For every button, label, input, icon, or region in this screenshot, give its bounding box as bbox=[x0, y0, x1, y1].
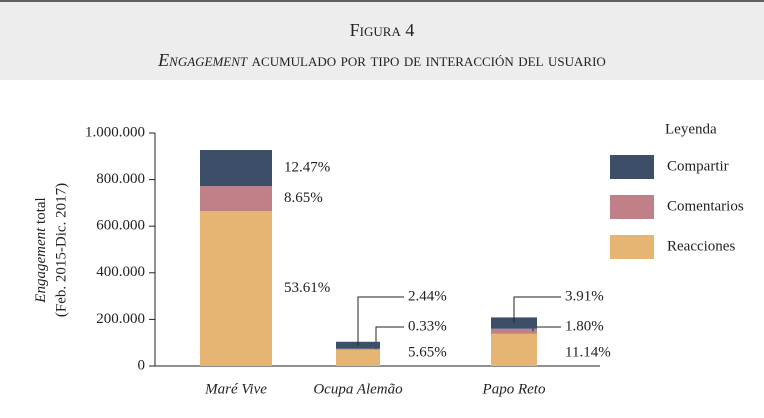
percent-label: 0.33% bbox=[408, 318, 447, 334]
ylabel-rest: total bbox=[33, 197, 49, 224]
bar-segment bbox=[491, 333, 537, 366]
percent-label: 3.91% bbox=[565, 288, 604, 304]
legend-swatch bbox=[610, 195, 654, 219]
leader-line bbox=[532, 326, 561, 332]
y-axis-label: Engagement total bbox=[33, 197, 49, 303]
chart-subtitle: Engagement acumulado por tipo de interac… bbox=[157, 50, 606, 70]
percent-label: 5.65% bbox=[408, 344, 447, 360]
y-tick-label: 600.000 bbox=[96, 218, 145, 234]
bar-segment bbox=[200, 150, 272, 187]
legend-swatch bbox=[610, 155, 654, 179]
y-axis-label-line2: (Feb. 2015-Dic. 2017) bbox=[53, 183, 69, 317]
leader-line bbox=[513, 296, 561, 324]
percent-label: 2.44% bbox=[408, 288, 447, 304]
x-tick-label: Maré Vive bbox=[204, 381, 267, 397]
percent-label: 11.14% bbox=[565, 344, 611, 360]
legend-label: Comentarios bbox=[667, 198, 744, 214]
percent-label: 8.65% bbox=[284, 190, 323, 206]
leader-line bbox=[375, 326, 404, 350]
percent-label: 12.47% bbox=[284, 160, 330, 176]
bar-segment bbox=[200, 211, 272, 366]
legend-label: Reacciones bbox=[667, 238, 735, 254]
x-tick-label: Ocupa Alemão bbox=[313, 381, 403, 397]
bar-segment bbox=[336, 348, 380, 350]
legend-label: Compartir bbox=[667, 158, 729, 174]
y-tick-label: 200.000 bbox=[96, 311, 145, 327]
subtitle-rest: acumulado por tipo de interacción del us… bbox=[252, 50, 606, 70]
ylabel-italic: Engagement bbox=[33, 227, 49, 304]
leader-line bbox=[357, 296, 404, 346]
y-tick-label: 0 bbox=[138, 357, 146, 373]
percent-label: 1.80% bbox=[565, 318, 604, 334]
bar-segment bbox=[491, 328, 537, 334]
y-tick-label: 1.000.000 bbox=[85, 124, 145, 140]
y-tick-label: 400.000 bbox=[96, 264, 145, 280]
x-tick-label: Papo Reto bbox=[482, 381, 546, 397]
header-bg bbox=[0, 0, 764, 80]
bar-segment bbox=[336, 349, 380, 366]
legend-swatch bbox=[610, 235, 654, 259]
bar-segment bbox=[200, 186, 272, 212]
subtitle-italic: Engagement bbox=[157, 50, 248, 70]
legend-title: Leyenda bbox=[665, 121, 717, 137]
y-tick-label: 800.000 bbox=[96, 171, 145, 187]
percent-label: 53.61% bbox=[284, 280, 330, 296]
chart-title: Figura 4 bbox=[350, 20, 415, 40]
